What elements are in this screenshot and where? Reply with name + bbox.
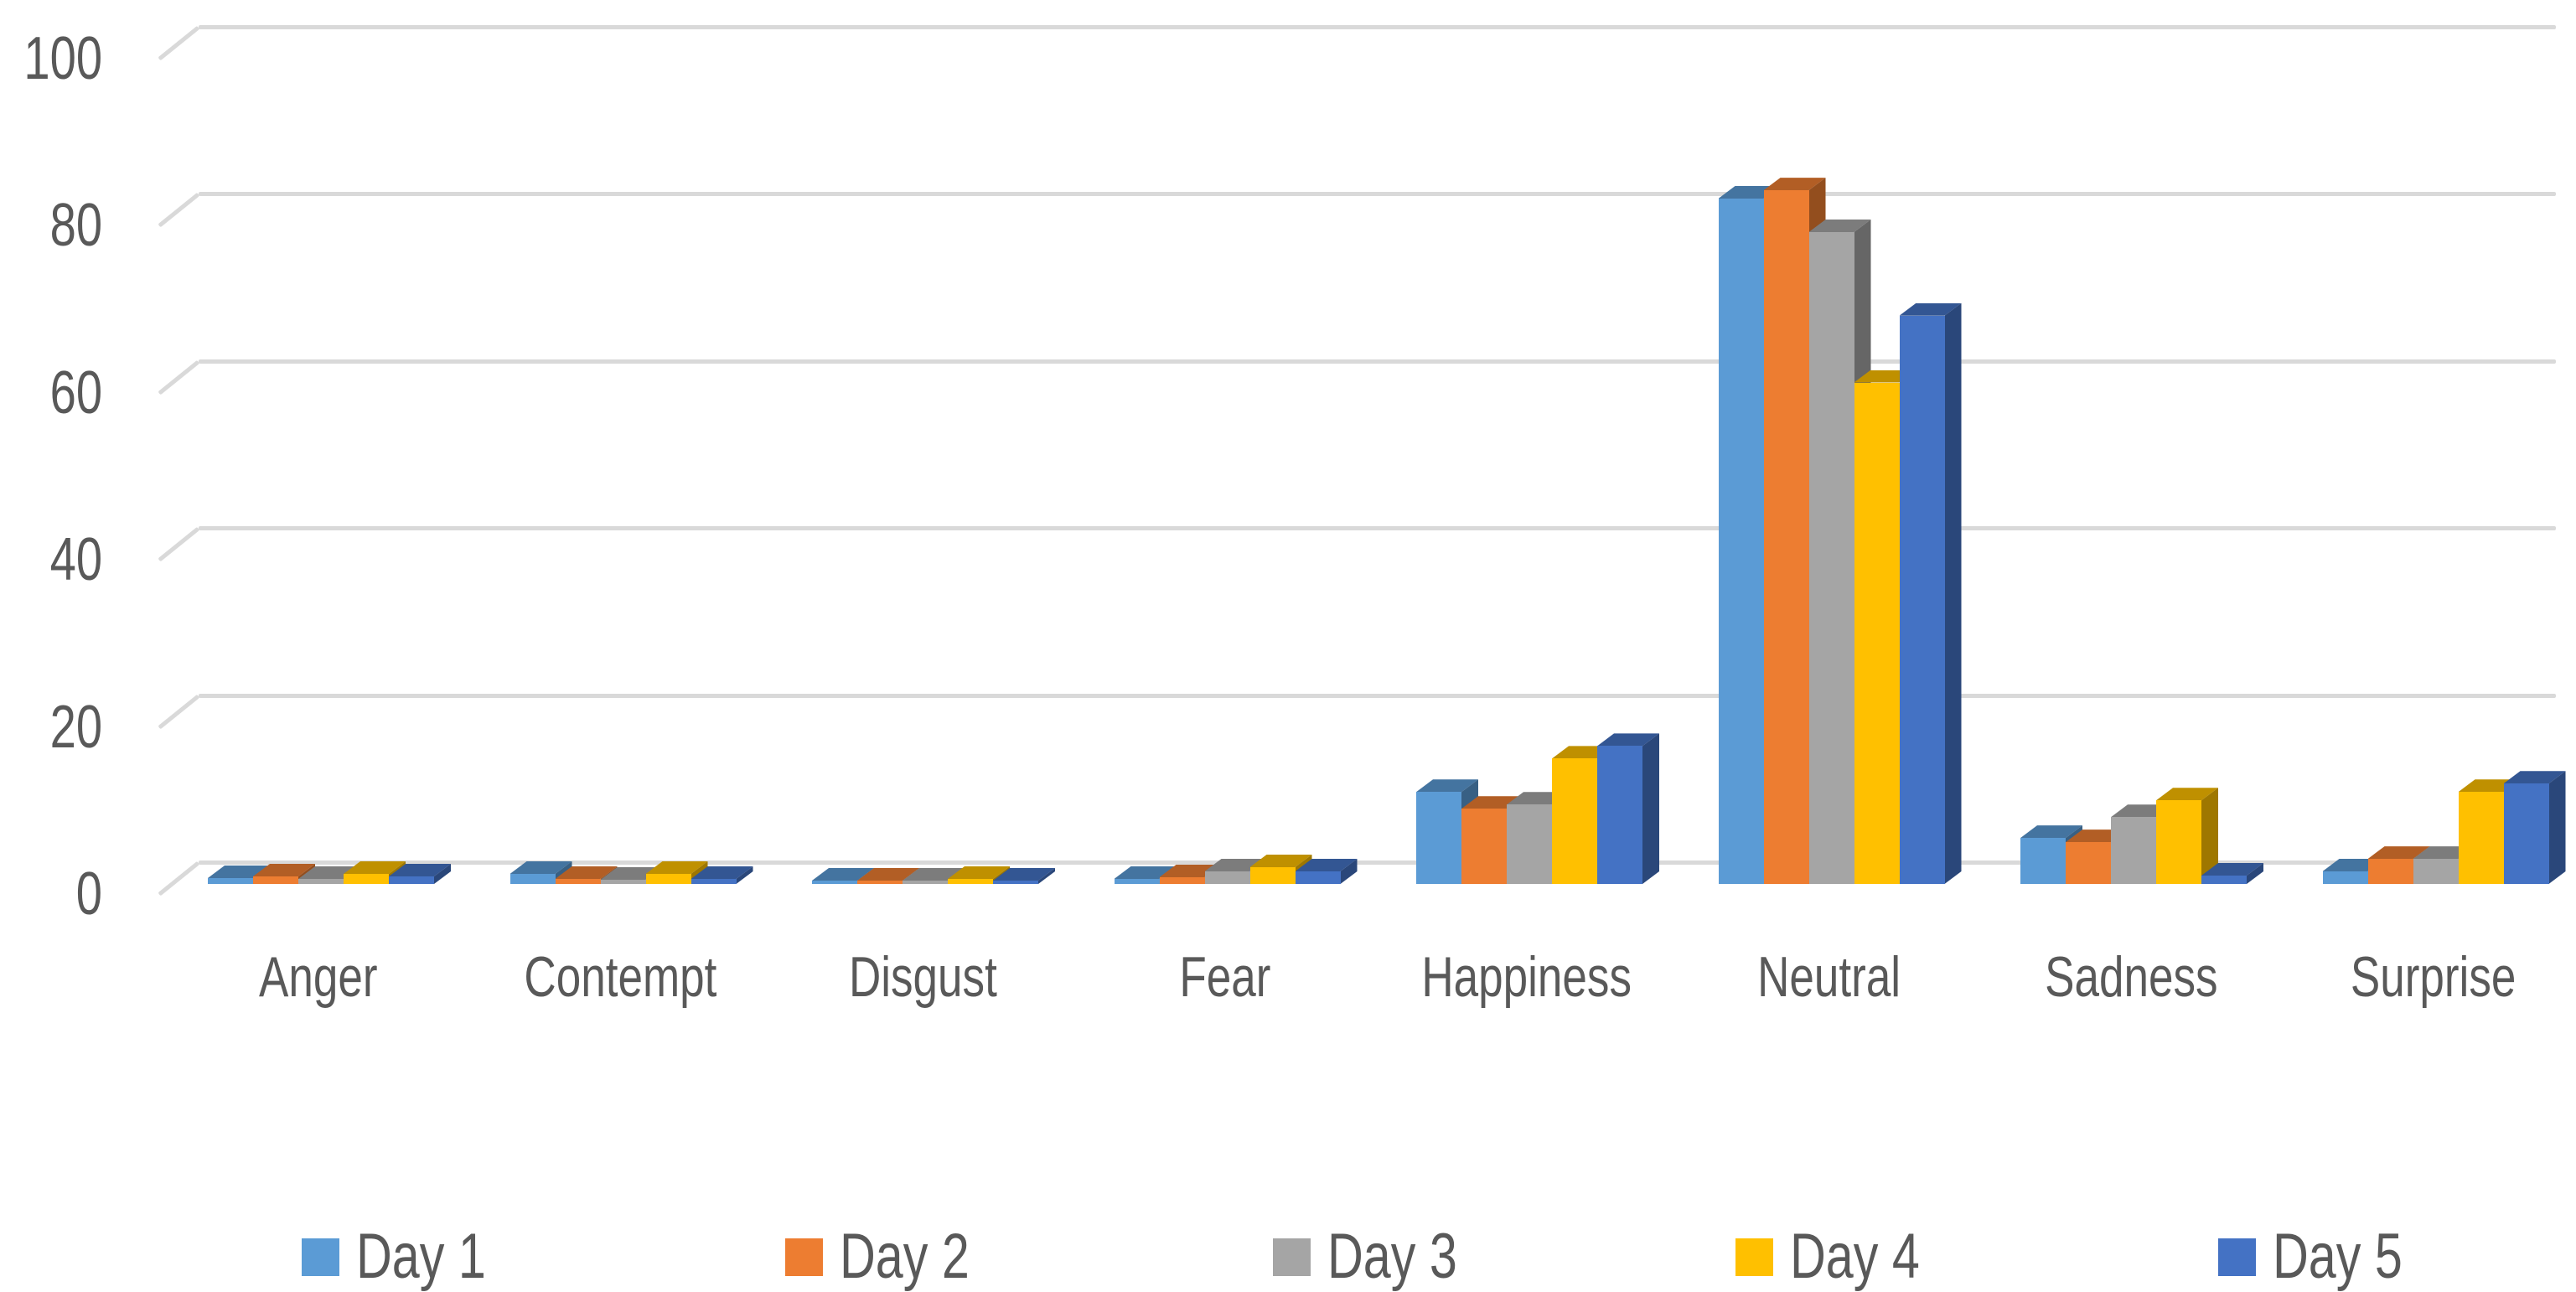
- legend-item: Day 5: [2218, 1222, 2439, 1292]
- bar-day2-disgust: [857, 881, 903, 884]
- y-axis-tick-label: 80: [0, 192, 102, 259]
- x-axis-category-text: Fear: [1179, 945, 1270, 1009]
- bar-day5-sadness: [2201, 876, 2247, 884]
- gridline: [199, 526, 2556, 530]
- y-axis-tick-value: 20: [50, 694, 102, 761]
- gridline-3d-bend: [158, 193, 199, 228]
- bar-day5-neutral: [1900, 316, 1945, 884]
- legend-label: Day 5: [2273, 1222, 2439, 1292]
- bar-day3-neutral: [1809, 232, 1854, 884]
- bar-day4-disgust: [948, 879, 993, 884]
- gridline-3d-bend: [158, 527, 199, 562]
- bar-day5-neutral-side: [1945, 303, 1962, 884]
- bar-day1-anger: [208, 878, 253, 884]
- y-axis-tick-label: 60: [0, 359, 102, 426]
- y-axis-tick-value: 100: [23, 25, 102, 92]
- bar-day1-disgust: [812, 881, 857, 884]
- legend-swatch: [785, 1238, 823, 1276]
- bar-day5-anger: [389, 876, 434, 884]
- y-axis-tick-label: 0: [0, 860, 102, 928]
- gridline-3d-bend: [158, 861, 199, 897]
- y-axis-tick-value: 40: [50, 526, 102, 593]
- legend-label: Day 3: [1327, 1222, 1494, 1292]
- bar-day1-fear: [1115, 879, 1160, 884]
- legend-swatch: [2218, 1238, 2256, 1276]
- gridline: [199, 694, 2556, 698]
- y-axis-tick-label: 40: [0, 526, 102, 593]
- bar-day4-sadness: [2156, 800, 2201, 884]
- legend-label-text: Day 3: [1327, 1222, 1457, 1292]
- bar-day5-surprise-side: [2549, 771, 2566, 884]
- y-axis-tick-value: 80: [50, 192, 102, 259]
- bar-day5-contempt: [691, 879, 737, 884]
- legend-label: Day 2: [840, 1222, 1006, 1292]
- x-axis-category-text: Contempt: [525, 945, 717, 1009]
- bar-day3-disgust: [903, 881, 948, 884]
- legend-label: Day 1: [356, 1222, 523, 1292]
- bar-day1-happiness: [1416, 792, 1461, 884]
- bar-day4-fear: [1250, 867, 1296, 884]
- gridline-3d-bend: [158, 359, 199, 395]
- bar-day2-contempt: [556, 879, 601, 884]
- bar-day1-contempt: [510, 874, 556, 884]
- bar-day5-disgust: [993, 881, 1038, 884]
- bar-day3-sadness: [2111, 817, 2156, 884]
- legend-label-text: Day 5: [2273, 1222, 2403, 1292]
- legend-label-text: Day 2: [840, 1222, 970, 1292]
- bar-day3-happiness: [1507, 804, 1552, 884]
- x-axis-category-text: Sadness: [2045, 945, 2217, 1009]
- x-axis-category-text: Surprise: [2351, 945, 2517, 1009]
- bar-day4-surprise: [2459, 792, 2504, 884]
- bar-day1-surprise: [2323, 871, 2368, 884]
- x-axis-category-text: Disgust: [849, 945, 997, 1009]
- bar-day2-happiness: [1461, 809, 1507, 884]
- bar-day4-contempt: [646, 874, 691, 884]
- bar-day4-happiness: [1552, 758, 1597, 884]
- bar-day2-anger: [253, 876, 298, 884]
- bar-day5-happiness-side: [1642, 733, 1659, 884]
- legend-label-text: Day 4: [1790, 1222, 1920, 1292]
- bar-day3-fear: [1205, 871, 1250, 884]
- gridline: [199, 25, 2556, 29]
- bar-day5-fear: [1296, 871, 1341, 884]
- gridline-3d-bend: [158, 694, 199, 729]
- y-axis-tick-label: 20: [0, 694, 102, 761]
- bar-day3-surprise: [2413, 859, 2459, 884]
- bar-day4-neutral: [1854, 383, 1900, 885]
- x-axis-category-text: Happiness: [1422, 945, 1632, 1009]
- y-axis-tick-value: 0: [76, 860, 102, 928]
- bar-day3-anger: [298, 879, 344, 884]
- bar-day4-anger: [344, 874, 389, 884]
- x-axis-category-text: Neutral: [1757, 945, 1901, 1009]
- bar-day5-surprise: [2504, 783, 2549, 884]
- legend-item: Day 4: [1735, 1222, 1957, 1292]
- bar-day3-contempt: [601, 880, 646, 884]
- bar-day2-surprise: [2368, 859, 2413, 884]
- bar-day2-neutral: [1764, 190, 1809, 884]
- bar-day2-fear: [1160, 877, 1205, 884]
- y-axis-tick-label: 100: [0, 25, 102, 92]
- legend-swatch: [1273, 1238, 1311, 1276]
- x-axis-category-label: Surprise: [2224, 945, 2576, 1009]
- gridline: [199, 192, 2556, 196]
- legend-item: Day 3: [1273, 1222, 1494, 1292]
- x-axis-category-text: Anger: [259, 945, 378, 1009]
- bar-day2-sadness: [2066, 842, 2111, 884]
- legend-label-text: Day 1: [356, 1222, 486, 1292]
- gridline: [199, 359, 2556, 364]
- legend-swatch: [302, 1238, 339, 1276]
- legend-label: Day 4: [1790, 1222, 1957, 1292]
- legend-item: Day 2: [785, 1222, 1006, 1292]
- y-axis-tick-value: 60: [50, 359, 102, 426]
- bar-day1-neutral: [1719, 199, 1764, 884]
- bar-day1-sadness: [2020, 838, 2066, 884]
- legend-item: Day 1: [302, 1222, 523, 1292]
- legend-swatch: [1735, 1238, 1773, 1276]
- bar-day5-happiness: [1597, 746, 1642, 884]
- gridline-3d-bend: [158, 25, 199, 60]
